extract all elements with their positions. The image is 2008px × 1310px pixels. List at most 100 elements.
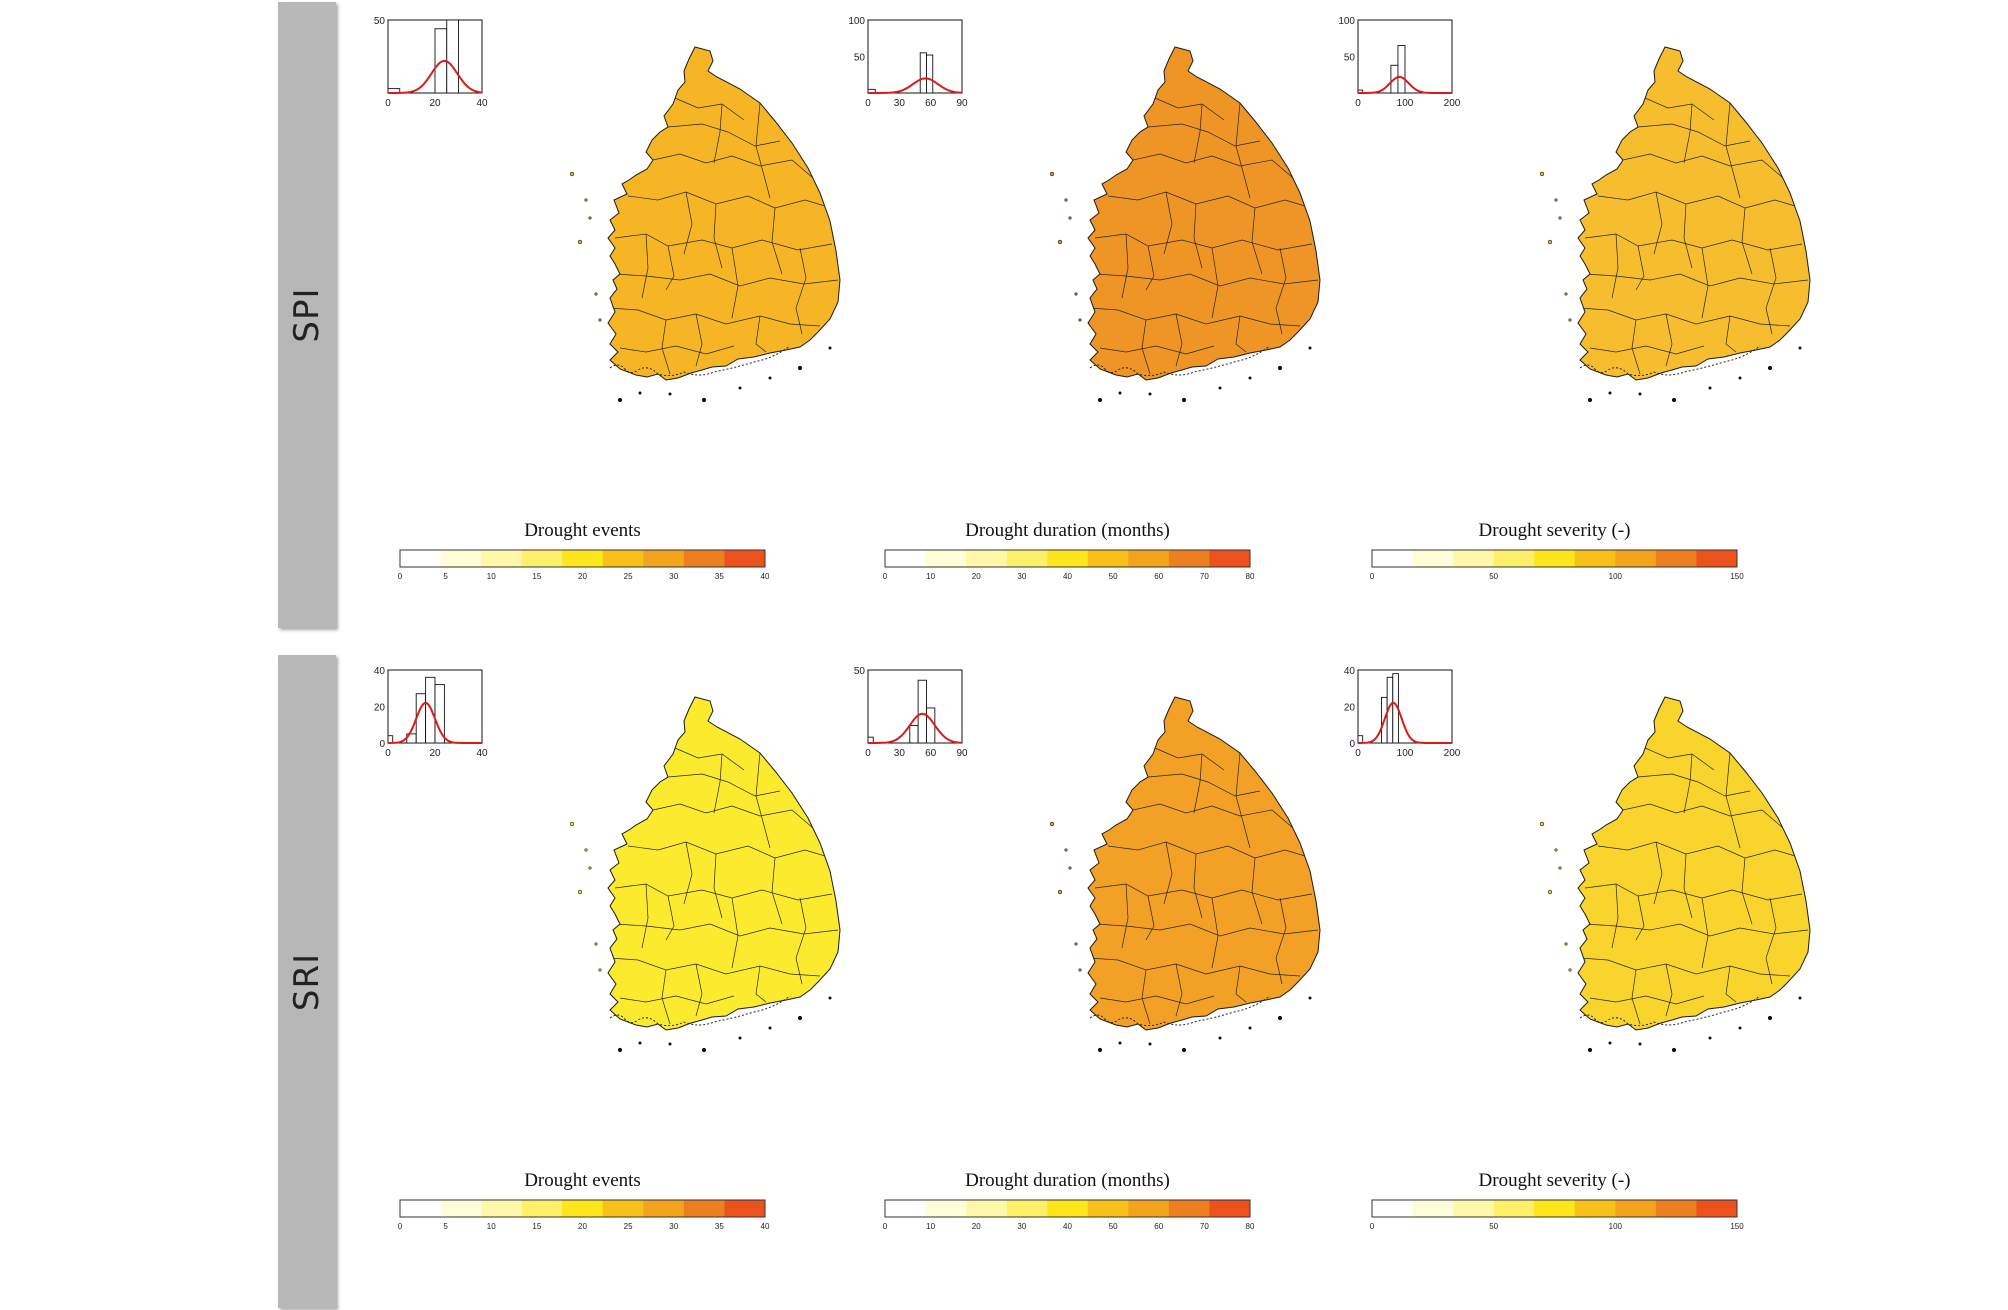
district-boundary	[1579, 307, 1791, 327]
district-boundary	[755, 965, 767, 1003]
district-boundary	[665, 895, 675, 941]
island	[1097, 1047, 1103, 1053]
island	[1308, 996, 1312, 1000]
colorbar-segment	[643, 1200, 685, 1217]
island	[577, 889, 583, 895]
drought-map	[1049, 696, 1321, 1053]
island	[1638, 1042, 1642, 1046]
colorbar-tick: 30	[669, 572, 678, 581]
island	[1738, 1026, 1742, 1030]
island	[1068, 216, 1072, 220]
colorbar-segment	[1372, 550, 1414, 567]
map-landmass	[1087, 46, 1321, 381]
island	[1074, 292, 1078, 296]
histogram-bar	[926, 54, 934, 94]
district-boundary	[795, 897, 807, 985]
colorbar-segment	[1453, 550, 1495, 567]
histogram-x-tick: 0	[385, 98, 391, 109]
row-label-sri: SRI	[278, 655, 336, 1308]
colorbar-tick: 60	[1154, 1222, 1163, 1231]
district-boundary	[1094, 923, 1319, 937]
district-boundary	[665, 245, 675, 291]
district-boundary	[1665, 313, 1673, 367]
district-boundary	[1644, 747, 1715, 771]
district-boundary	[1235, 315, 1247, 353]
district-boundary	[619, 345, 735, 355]
district-boundary	[695, 963, 703, 1017]
district-boundary	[1193, 853, 1203, 919]
colorbar-tick: 15	[532, 572, 541, 581]
histogram-x-tick: 0	[1355, 748, 1361, 759]
district-boundary	[1579, 957, 1791, 977]
histogram-bar	[926, 707, 936, 744]
island	[1547, 889, 1553, 895]
district-boundary	[1145, 895, 1155, 941]
island	[768, 1026, 772, 1030]
histogram-x-tick: 20	[429, 98, 441, 109]
island	[1608, 1041, 1612, 1045]
island	[1564, 942, 1568, 946]
colorbar-segment	[1655, 1200, 1697, 1217]
island	[588, 216, 592, 220]
colorbar-tick: 100	[1609, 1222, 1623, 1231]
colorbar-tick: 35	[715, 572, 724, 581]
colorbar-tick: 20	[578, 1222, 587, 1231]
colorbar-segment	[1696, 1200, 1738, 1217]
island	[1078, 318, 1082, 322]
district-boundary	[713, 753, 723, 814]
island	[1181, 397, 1187, 403]
district-boundary	[674, 97, 745, 121]
colorbar-frame	[1371, 1199, 1738, 1218]
colorbar-tick: 30	[1017, 572, 1026, 581]
island	[1554, 848, 1558, 852]
district-boundary	[1235, 752, 1251, 849]
colorbar-segment	[885, 1200, 927, 1217]
colorbar-tick: 150	[1730, 1222, 1744, 1231]
histogram-bar	[919, 52, 927, 94]
island	[594, 942, 598, 946]
colorbar-segment	[521, 550, 563, 567]
island	[1248, 376, 1252, 380]
district-boundary	[771, 207, 783, 275]
colorbar-segment	[1493, 1200, 1535, 1217]
district-boundaries	[1089, 97, 1319, 375]
district-boundary	[1589, 995, 1705, 1005]
island	[701, 1047, 707, 1053]
island	[797, 1015, 803, 1021]
district-boundary	[1094, 233, 1313, 251]
colorbar-segment	[1615, 1200, 1657, 1217]
coastline-islets	[1089, 995, 1271, 1027]
district-boundary	[641, 233, 649, 299]
colorbar-segment	[1493, 550, 1535, 567]
district-boundaries	[1579, 747, 1809, 1025]
colorbar-tick: 40	[1063, 572, 1072, 581]
colorbar-tick: 25	[624, 572, 633, 581]
inset-histogram: 0 30 60 90 50	[854, 666, 968, 759]
colorbar-segment	[1412, 550, 1454, 567]
coastline-islets	[1089, 345, 1271, 377]
colorbar-segment	[1006, 550, 1048, 567]
district-boundary	[1275, 897, 1287, 985]
colorbar-segment	[724, 550, 766, 567]
district-boundary	[667, 773, 781, 797]
histogram-x-tick: 100	[1397, 748, 1414, 759]
colorbar-segment	[1655, 550, 1697, 567]
colorbar-frame	[884, 1199, 1251, 1218]
histogram-x-tick: 0	[1355, 98, 1361, 109]
colorbar-tick: 50	[1109, 1222, 1118, 1231]
histogram-bar	[1357, 735, 1364, 744]
colorbar-segment	[683, 550, 725, 567]
district-boundary	[1683, 103, 1693, 164]
district-boundary	[731, 897, 739, 969]
district-boundary	[1175, 963, 1183, 1017]
district-boundary	[1584, 273, 1809, 287]
island	[1148, 392, 1152, 396]
colorbar-segment	[1209, 550, 1251, 567]
histogram-y-tick: 20	[1344, 703, 1356, 714]
panel-spi-1: 0 20 40 50 Drought events 0 5 10 15 20 25 30 35 40	[374, 16, 841, 581]
district-boundary	[1683, 203, 1693, 269]
island	[668, 392, 672, 396]
district-boundary	[1089, 307, 1301, 327]
histogram-bar	[446, 19, 459, 94]
